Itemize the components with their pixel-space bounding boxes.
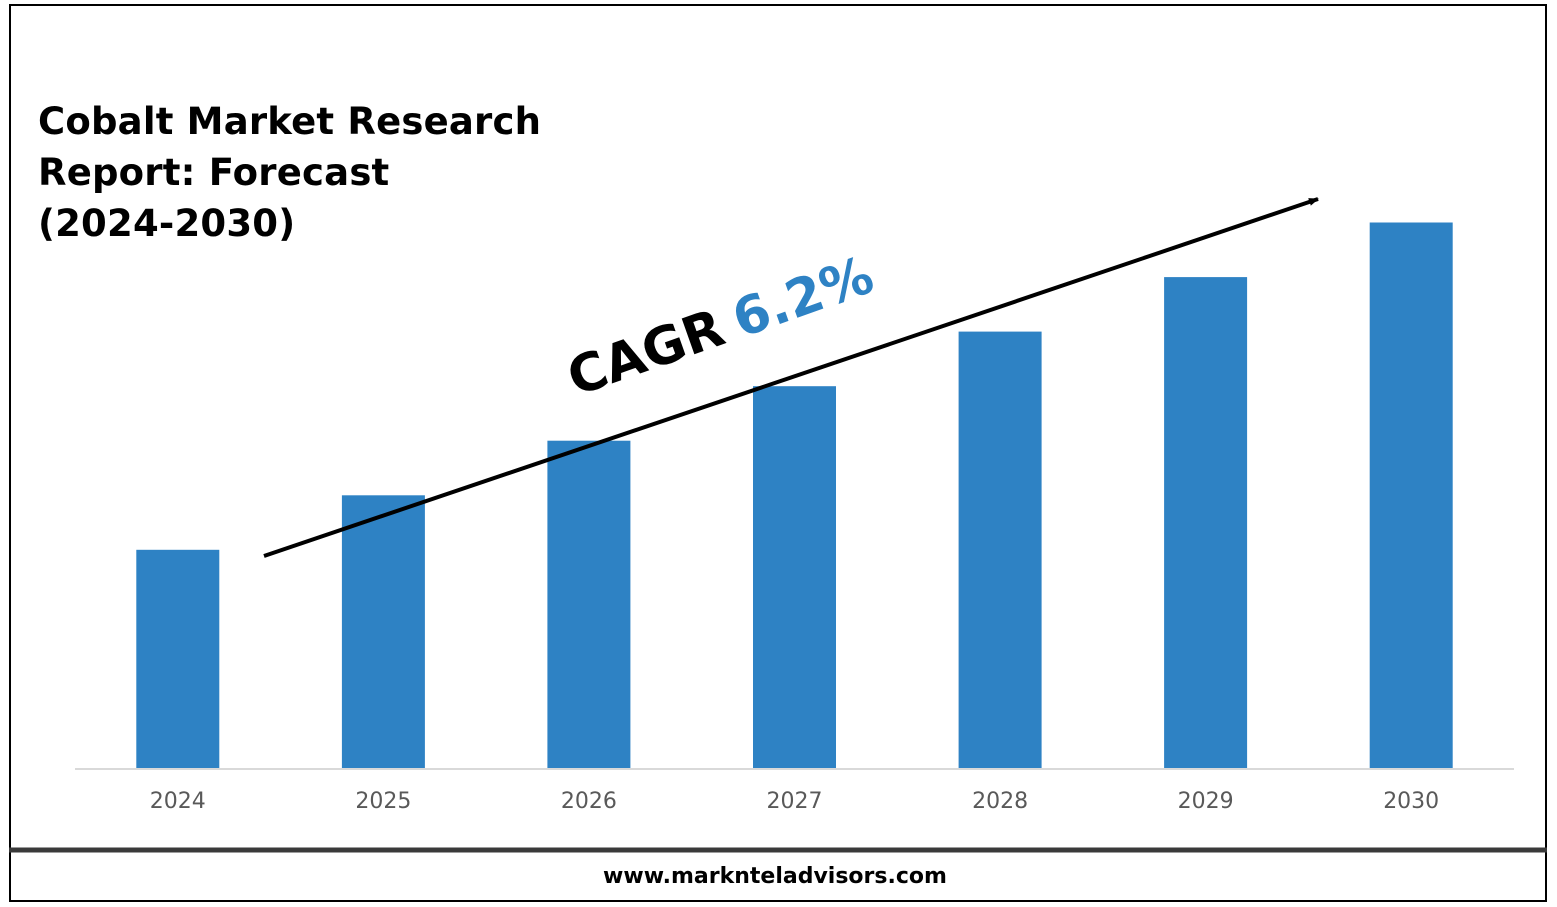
x-tick-label-2025: 2025 xyxy=(355,789,411,814)
title-line-2: Report: Forecast xyxy=(38,151,390,194)
bar-2026 xyxy=(547,440,631,768)
x-tick-label-2026: 2026 xyxy=(561,789,617,814)
footer-url: www.marknteladvisors.com xyxy=(603,864,947,889)
bars-group xyxy=(136,222,1453,768)
bar-2024 xyxy=(136,549,220,768)
bar-2025 xyxy=(341,495,425,768)
bar-2029 xyxy=(1164,277,1248,768)
x-tick-label-2024: 2024 xyxy=(150,789,206,814)
x-tick-labels: 2024 2025 2026 2027 2028 2029 2030 xyxy=(150,789,1439,814)
x-tick-label-2027: 2027 xyxy=(767,789,823,814)
title-line-3: (2024-2030) xyxy=(38,202,296,245)
x-tick-label-2030: 2030 xyxy=(1383,789,1439,814)
bar-2030 xyxy=(1369,222,1453,768)
bar-2028 xyxy=(958,331,1042,768)
x-tick-label-2028: 2028 xyxy=(972,789,1028,814)
chart-title: Cobalt Market Research Report: Forecast … xyxy=(38,96,558,249)
x-tick-label-2029: 2029 xyxy=(1178,789,1234,814)
title-line-1: Cobalt Market Research xyxy=(38,100,542,143)
bar-2027 xyxy=(753,386,836,768)
trend-arrow xyxy=(263,197,1319,558)
